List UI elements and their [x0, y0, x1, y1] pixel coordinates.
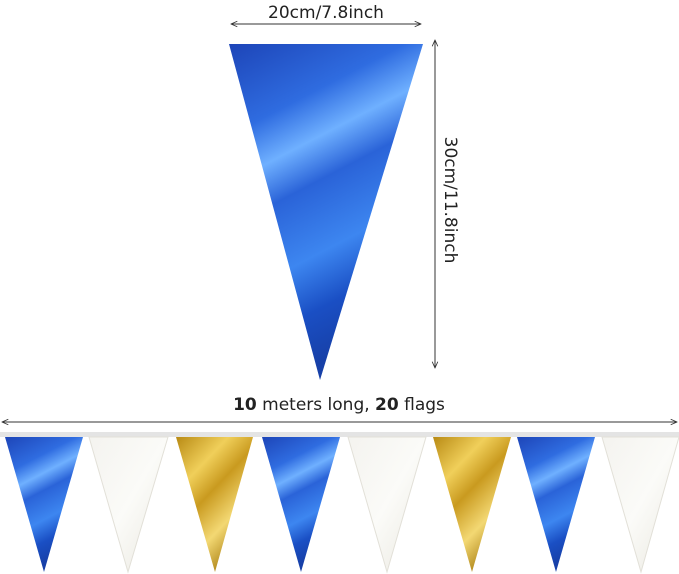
flag-count-number: 20 [375, 395, 399, 415]
flag-white [347, 436, 427, 574]
flag-blue [517, 437, 595, 572]
flag-blue [5, 437, 83, 572]
length-text: meters long, [257, 395, 375, 415]
flag-white [88, 436, 169, 574]
flag-white [601, 436, 679, 574]
length-label: 10 meters long, 20 flags [233, 395, 445, 415]
width-label: 20cm/7.8inch [268, 3, 384, 23]
height-label: 30cm/11.8inch [440, 137, 460, 264]
flag-blue [262, 437, 340, 572]
count-text: flags [399, 395, 445, 415]
banner-string [0, 432, 679, 437]
flag-length-number: 10 [233, 395, 257, 415]
sample-flag [229, 44, 423, 380]
flag-gold [433, 437, 511, 572]
flag-gold [176, 437, 253, 572]
